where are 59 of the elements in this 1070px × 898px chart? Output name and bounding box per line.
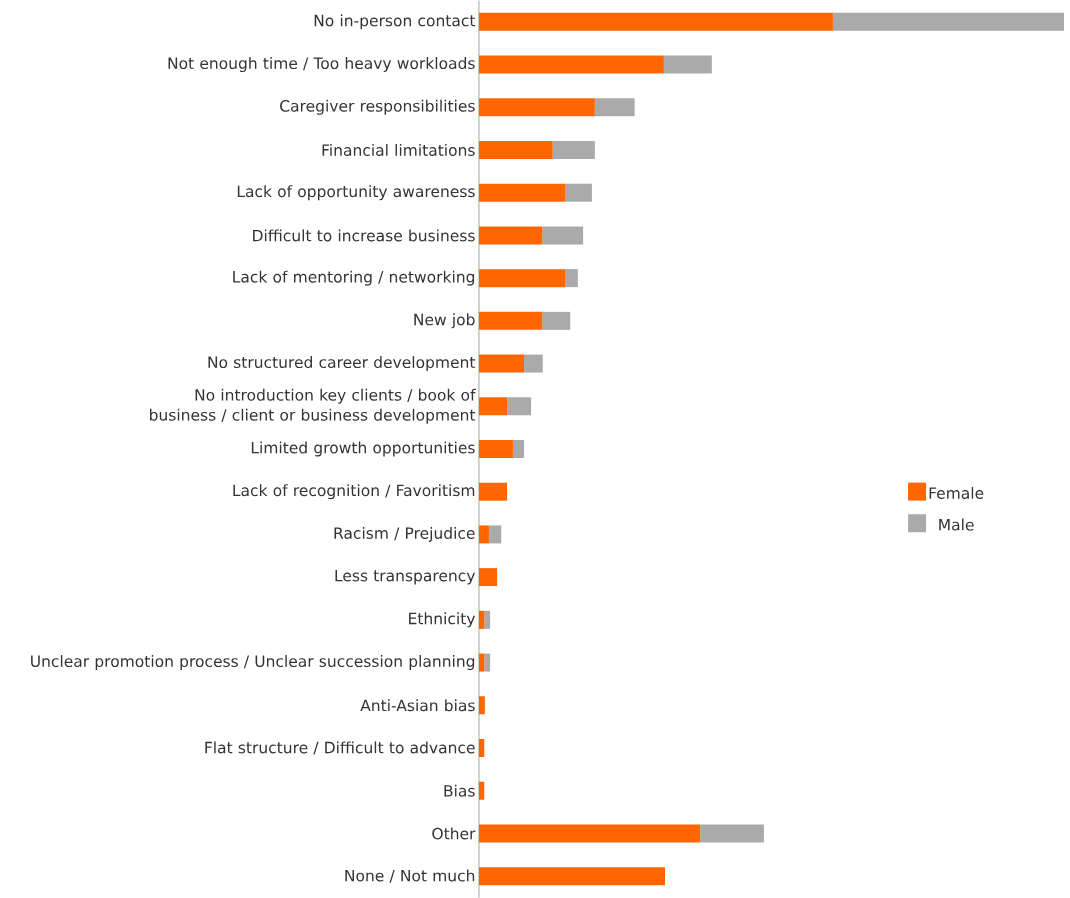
y-tick-label: No structured career development xyxy=(208,356,476,372)
bar xyxy=(479,738,485,757)
bar xyxy=(507,397,532,416)
bar xyxy=(479,696,485,715)
bar xyxy=(479,55,664,74)
y-tick-label: Bias xyxy=(444,784,475,797)
y-tick-label: Lack of opportunity awareness xyxy=(237,185,475,201)
bar xyxy=(479,824,701,843)
y-tick-label: Financial limitations xyxy=(322,144,475,156)
bar xyxy=(542,226,584,245)
bar xyxy=(479,781,485,800)
bar xyxy=(479,12,833,31)
legend-label: Male xyxy=(939,518,974,531)
y-tick-label: Other xyxy=(432,827,476,840)
y-tick-label: No introduction key clients / book of business / client or business development xyxy=(150,388,476,424)
y-tick-label: Lack of mentoring / networking xyxy=(233,270,475,286)
bar xyxy=(479,525,489,544)
y-tick-label: None / Not much xyxy=(345,869,475,883)
y-tick-label: Unclear promotion process / Unclear succession planning xyxy=(31,655,475,671)
y-tick-label: Not enough time / Too heavy workloads xyxy=(168,57,475,73)
y-tick-label: Lack of recognition / Favoritism xyxy=(233,484,475,500)
y-tick-label: Limited growth opportunities xyxy=(251,441,475,457)
y-tick-label: Anti-Asian bias xyxy=(360,699,475,712)
bar xyxy=(479,141,553,159)
bar xyxy=(542,311,571,330)
bar xyxy=(484,610,491,629)
y-tick-label: No in-person contact xyxy=(314,14,476,30)
bar xyxy=(663,55,712,74)
bar xyxy=(488,525,502,544)
bar xyxy=(479,568,498,587)
bar xyxy=(479,439,513,458)
bar xyxy=(479,311,543,330)
bar xyxy=(479,226,543,245)
bar xyxy=(832,12,1064,31)
bar xyxy=(700,824,764,843)
bar xyxy=(524,354,543,373)
y-tick-label: Racism / Prejudice xyxy=(334,526,475,542)
y-tick-label: Ethnicity xyxy=(409,612,476,628)
y-tick-label: New job xyxy=(414,313,475,329)
bar xyxy=(564,269,578,288)
bar xyxy=(479,354,525,373)
bar xyxy=(479,397,508,416)
bar xyxy=(479,98,595,117)
bar xyxy=(512,439,525,458)
legend-label: Female xyxy=(929,486,984,499)
bar xyxy=(479,482,508,501)
bar xyxy=(564,183,592,202)
y-tick-label: Less transparency xyxy=(335,569,475,585)
bar xyxy=(479,269,565,288)
bar xyxy=(479,183,565,202)
y-tick-label: Caregiver responsibilities xyxy=(280,99,475,115)
bar xyxy=(594,98,635,117)
bar xyxy=(479,653,485,672)
bar xyxy=(479,867,666,886)
bar xyxy=(479,610,485,629)
bar xyxy=(552,141,595,159)
y-tick-label: Flat structure / Difficult to advance xyxy=(205,741,475,755)
y-tick-label: Difficult to increase business xyxy=(253,229,475,242)
bar xyxy=(484,653,491,672)
